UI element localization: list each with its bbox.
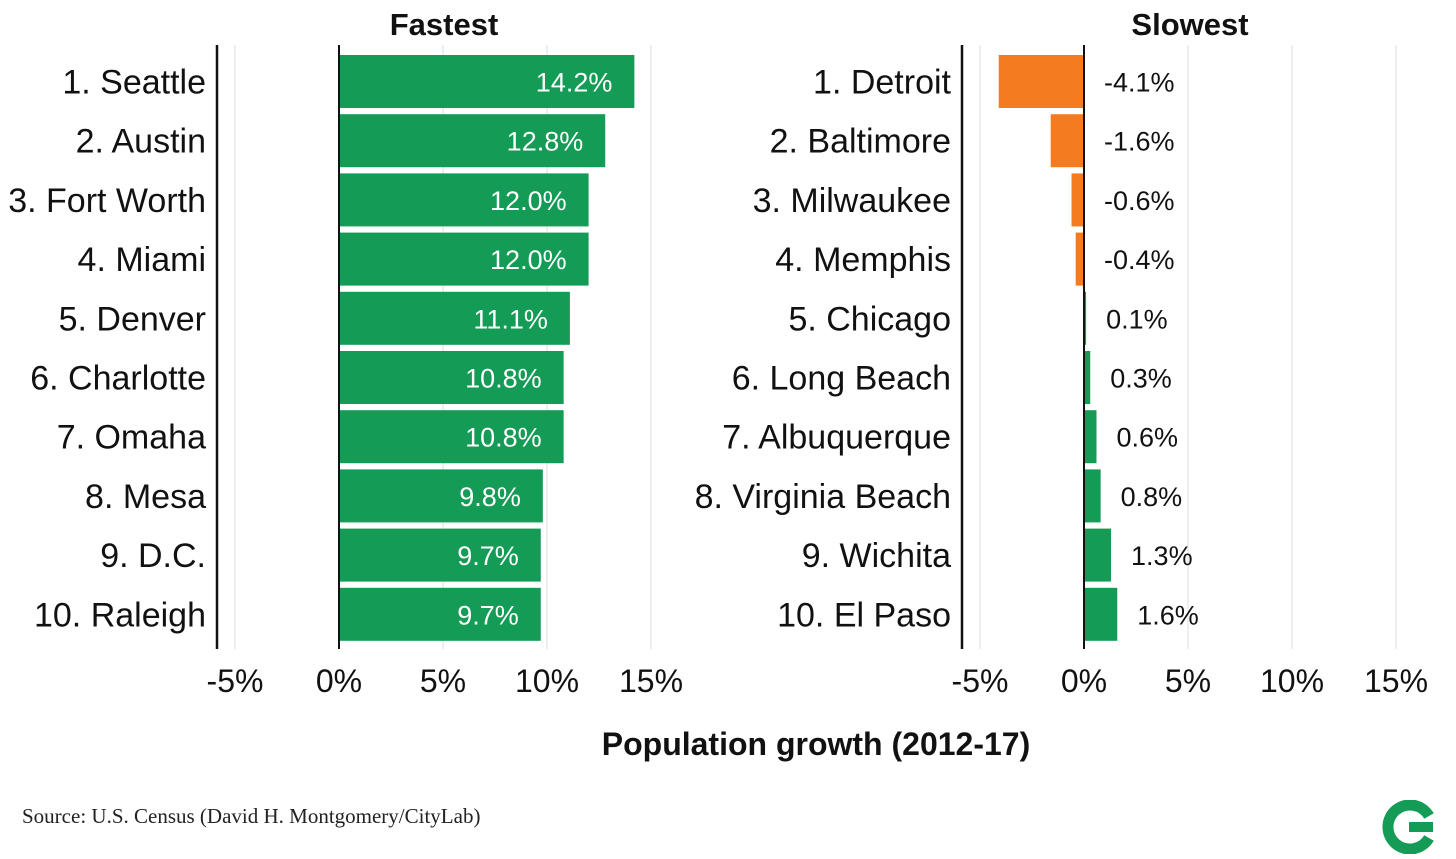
category-label: 6. Charlotte [30, 360, 206, 398]
data-label: 9.8% [459, 482, 521, 512]
citylab-logo-icon [1382, 800, 1434, 854]
category-label: 7. Omaha [57, 419, 206, 457]
data-label: 12.0% [490, 186, 567, 216]
category-label: 5. Denver [59, 300, 206, 338]
bar [339, 232, 589, 286]
category-label: 1. Detroit [813, 64, 951, 102]
data-label: 12.8% [507, 127, 584, 157]
bar [1050, 114, 1084, 168]
panel-title: Slowest [1131, 7, 1248, 42]
data-label: -4.1% [1104, 68, 1175, 98]
x-tick-label: -5% [207, 663, 264, 699]
bar [339, 528, 541, 582]
x-tick-label: 5% [420, 663, 466, 699]
panel-title: Fastest [390, 7, 499, 42]
bar [1071, 173, 1084, 227]
bar [998, 55, 1084, 108]
source-note: Source: U.S. Census (David H. Montgomery… [22, 804, 481, 828]
bar [339, 587, 541, 641]
category-label: 10. Raleigh [34, 596, 206, 634]
bar [339, 469, 543, 523]
data-label: 0.6% [1116, 423, 1178, 453]
data-label: 0.1% [1106, 304, 1168, 334]
x-tick-label: 15% [1364, 663, 1428, 699]
x-axis-title: Population growth (2012-17) [602, 726, 1030, 762]
data-label: 1.3% [1131, 541, 1193, 571]
x-tick-label: 15% [619, 663, 683, 699]
x-tick-label: 5% [1165, 663, 1211, 699]
bar [1084, 587, 1118, 641]
x-tick-label: -5% [952, 663, 1009, 699]
slowest-panel: Slowest 1. Detroit -4.1% 2. Baltimore -1.6% 3… [695, 7, 1428, 699]
bar [1084, 291, 1087, 345]
bar [339, 410, 564, 464]
category-label: 4. Miami [78, 241, 206, 279]
x-tick-label: 0% [1061, 663, 1107, 699]
bar [1084, 351, 1091, 404]
category-label: 5. Chicago [788, 300, 951, 338]
data-label: 1.6% [1137, 600, 1199, 630]
data-label: 11.1% [473, 304, 548, 334]
bar [339, 351, 564, 404]
category-label: 1. Seattle [62, 64, 206, 102]
data-label: -0.6% [1104, 186, 1175, 216]
data-label: 10.8% [465, 423, 542, 453]
x-tick-label: 10% [1260, 663, 1324, 699]
bar [1084, 528, 1112, 582]
category-label: 7. Albuquerque [722, 419, 951, 457]
data-label: -1.6% [1104, 127, 1175, 157]
data-label: 0.3% [1110, 364, 1172, 394]
data-label: -0.4% [1104, 245, 1175, 275]
bar [339, 114, 606, 168]
data-label: 14.2% [536, 68, 613, 98]
category-label: 8. Virginia Beach [695, 478, 951, 516]
category-label: 10. El Paso [777, 596, 951, 634]
fastest-panel: Fastest 1. Seattle 14.2% 2. Austin 12.8% 3. F… [8, 7, 683, 699]
category-label: 9. D.C. [100, 537, 206, 575]
bar [339, 55, 635, 108]
bar [1084, 469, 1101, 523]
category-label: 2. Austin [76, 123, 206, 161]
category-label: 4. Memphis [775, 241, 951, 279]
category-label: 2. Baltimore [770, 123, 951, 161]
category-label: 3. Milwaukee [753, 182, 951, 220]
category-label: 3. Fort Worth [8, 182, 206, 220]
category-label: 8. Mesa [85, 478, 206, 516]
data-label: 0.8% [1121, 482, 1183, 512]
data-label: 10.8% [465, 364, 542, 394]
category-label: 9. Wichita [802, 537, 951, 575]
bar [1075, 232, 1084, 286]
bar [339, 173, 589, 227]
data-label: 12.0% [490, 245, 567, 275]
bar [1084, 410, 1097, 464]
data-label: 9.7% [457, 541, 519, 571]
data-label: 9.7% [457, 600, 519, 630]
x-tick-label: 10% [515, 663, 579, 699]
bar [339, 291, 570, 345]
x-tick-label: 0% [316, 663, 362, 699]
category-label: 6. Long Beach [732, 360, 951, 398]
